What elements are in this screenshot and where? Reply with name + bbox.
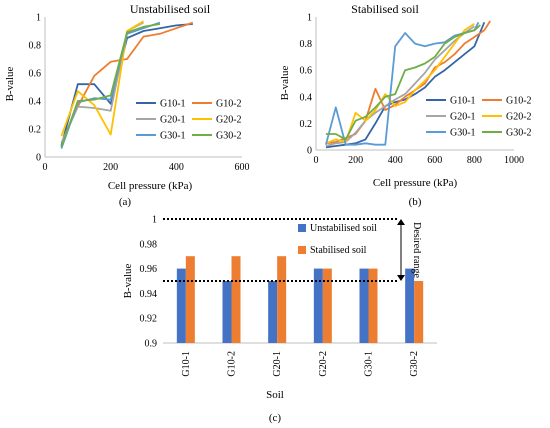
c-y-tick-label: 0.92 [140,314,158,325]
c-x-tick-label: G20-1 [272,351,283,377]
chart-panel-b: Stabilised soil Cell pressure (kPa) B-va… [279,2,532,208]
chart-a-legend: G10-1 G10-2 G20-1 G20-2 G30-1 G30-2 [136,99,242,142]
bar-unstabilised-g10-1 [176,268,186,343]
bar-stabilised-g10-2 [231,256,241,343]
b-y-tick-label: 0.6 [300,66,313,77]
c-y-tick-label: 1 [152,215,157,226]
a-legend-label: G20-1 [160,115,186,126]
chart-b-ticks: 0 200 400 600 800 1000 0 0.2 0.4 0.6 0.8 1 [300,13,525,167]
a-legend-label: G10-2 [216,99,242,110]
chart-a-caption: (a) [119,196,132,208]
a-y-tick-label: 0.4 [29,97,42,108]
c-y-tick-label: 0.9 [145,339,158,350]
b-x-tick-label: 400 [388,155,403,166]
c-y-tick-label: 0.96 [140,264,158,275]
b-x-tick-label: 0 [314,155,319,166]
chart-c-ticks: 0.9 0.92 0.94 0.96 0.98 1 G10-1 G10-2 G20-1 G20-2… [140,215,437,377]
c-legend-swatch [298,246,306,254]
b-y-tick-label: 0.8 [300,39,313,50]
b-x-tick-label: 200 [348,155,363,166]
a-legend-label: G10-1 [160,99,186,110]
a-legend-label: G30-2 [216,131,242,142]
bar-stabilised-g30-2 [414,281,424,343]
b-series-line-g30-2 [325,24,481,141]
b-series-line-g20-1 [325,25,475,147]
chart-a-ticks: 0 200 400 600 0 0.2 0.4 0.6 0.8 1 [29,13,250,174]
b-y-tick-label: 0 [307,146,312,157]
b-legend-label: G20-1 [450,112,476,123]
a-legend-label: G30-1 [160,131,186,142]
b-legend-label: G30-2 [506,128,532,139]
bar-stabilised-g30-1 [368,268,378,343]
a-series-line-g20-1 [60,21,144,144]
chart-panel-a: Unstabilised soil Cell pressure (kPa) B-… [4,2,250,208]
chart-a-xlabel: Cell pressure (kPa) [108,180,193,192]
b-y-tick-label: 0.4 [300,92,313,103]
b-series-line-g10-1 [325,21,486,149]
desired-range-annotation: Desired range [163,218,422,282]
chart-c-bars [176,256,424,343]
a-legend-label: G20-2 [216,115,242,126]
b-series-line-g20-2 [325,22,475,145]
a-series-line-g30-2 [60,23,161,148]
b-legend-label: G10-1 [450,96,476,107]
bar-stabilised-g20-1 [277,256,287,343]
a-x-tick-label: 200 [103,162,118,173]
chart-c-xlabel: Soil [266,389,284,401]
a-y-tick-label: 0 [36,153,41,164]
chart-b-series [325,20,491,149]
chart-a-series [60,20,194,149]
a-y-tick-label: 0.2 [29,125,42,136]
b-legend-label: G30-1 [450,128,476,139]
b-x-tick-label: 1000 [504,155,524,166]
c-x-tick-label: G30-2 [409,351,420,377]
chart-c-ylabel: B-value [122,263,134,298]
c-x-tick-label: G10-2 [227,351,238,377]
bar-unstabilised-g10-2 [222,281,232,343]
chart-b-legend: G10-1 G10-2 G20-1 G20-2 G30-1 G30-2 [426,96,532,139]
bar-stabilised-g20-2 [322,268,332,343]
chart-b-xlabel: Cell pressure (kPa) [373,177,458,189]
bar-unstabilised-g30-2 [405,268,415,343]
a-x-tick-label: 600 [235,162,250,173]
chart-c-legend: Unstabilised soil Stabilised soil [298,223,377,256]
c-x-tick-label: G20-2 [318,351,329,377]
chart-b-title: Stabilised soil [351,2,419,16]
c-legend-label: Unstabilised soil [310,223,377,234]
c-x-tick-label: G30-1 [364,351,375,377]
chart-b-caption: (b) [409,196,422,208]
a-y-tick-label: 0.6 [29,69,42,80]
a-x-tick-label: 400 [169,162,184,173]
a-y-tick-label: 0.8 [29,41,42,52]
c-y-tick-label: 0.98 [140,239,158,250]
chart-c-caption: (c) [269,412,282,424]
b-legend-label: G10-2 [506,96,532,107]
c-legend-label: Stabilised soil [310,245,367,256]
desired-range-arrowhead-bottom [397,275,405,281]
b-y-tick-label: 1 [307,13,312,24]
bar-unstabilised-g20-2 [313,268,323,343]
b-legend-label: G20-2 [506,112,532,123]
chart-panel-c: Soil B-value (c) 0.9 0.92 0.94 0.96 0.98 1 G10… [122,215,437,424]
b-x-tick-label: 600 [427,155,442,166]
chart-a-title: Unstabilised soil [130,2,211,16]
a-y-tick-label: 1 [36,13,41,24]
chart-b-ylabel: B-value [279,65,291,100]
c-legend-swatch [298,224,306,232]
desired-range-label: Desired range [411,222,422,278]
bar-unstabilised-g20-1 [268,281,278,343]
a-series-line-g20-2 [60,20,144,137]
a-x-tick-label: 0 [43,162,48,173]
desired-range-arrowhead-top [397,219,405,225]
c-x-tick-label: G10-1 [181,351,192,377]
bar-stabilised-g10-1 [185,256,195,343]
b-x-tick-label: 800 [467,155,482,166]
c-y-tick-label: 0.94 [140,289,158,300]
a-series-line-g10-1 [60,23,193,147]
chart-a-ylabel: B-value [4,66,16,101]
bar-unstabilised-g30-1 [359,268,369,343]
b-y-tick-label: 0.2 [300,119,313,130]
